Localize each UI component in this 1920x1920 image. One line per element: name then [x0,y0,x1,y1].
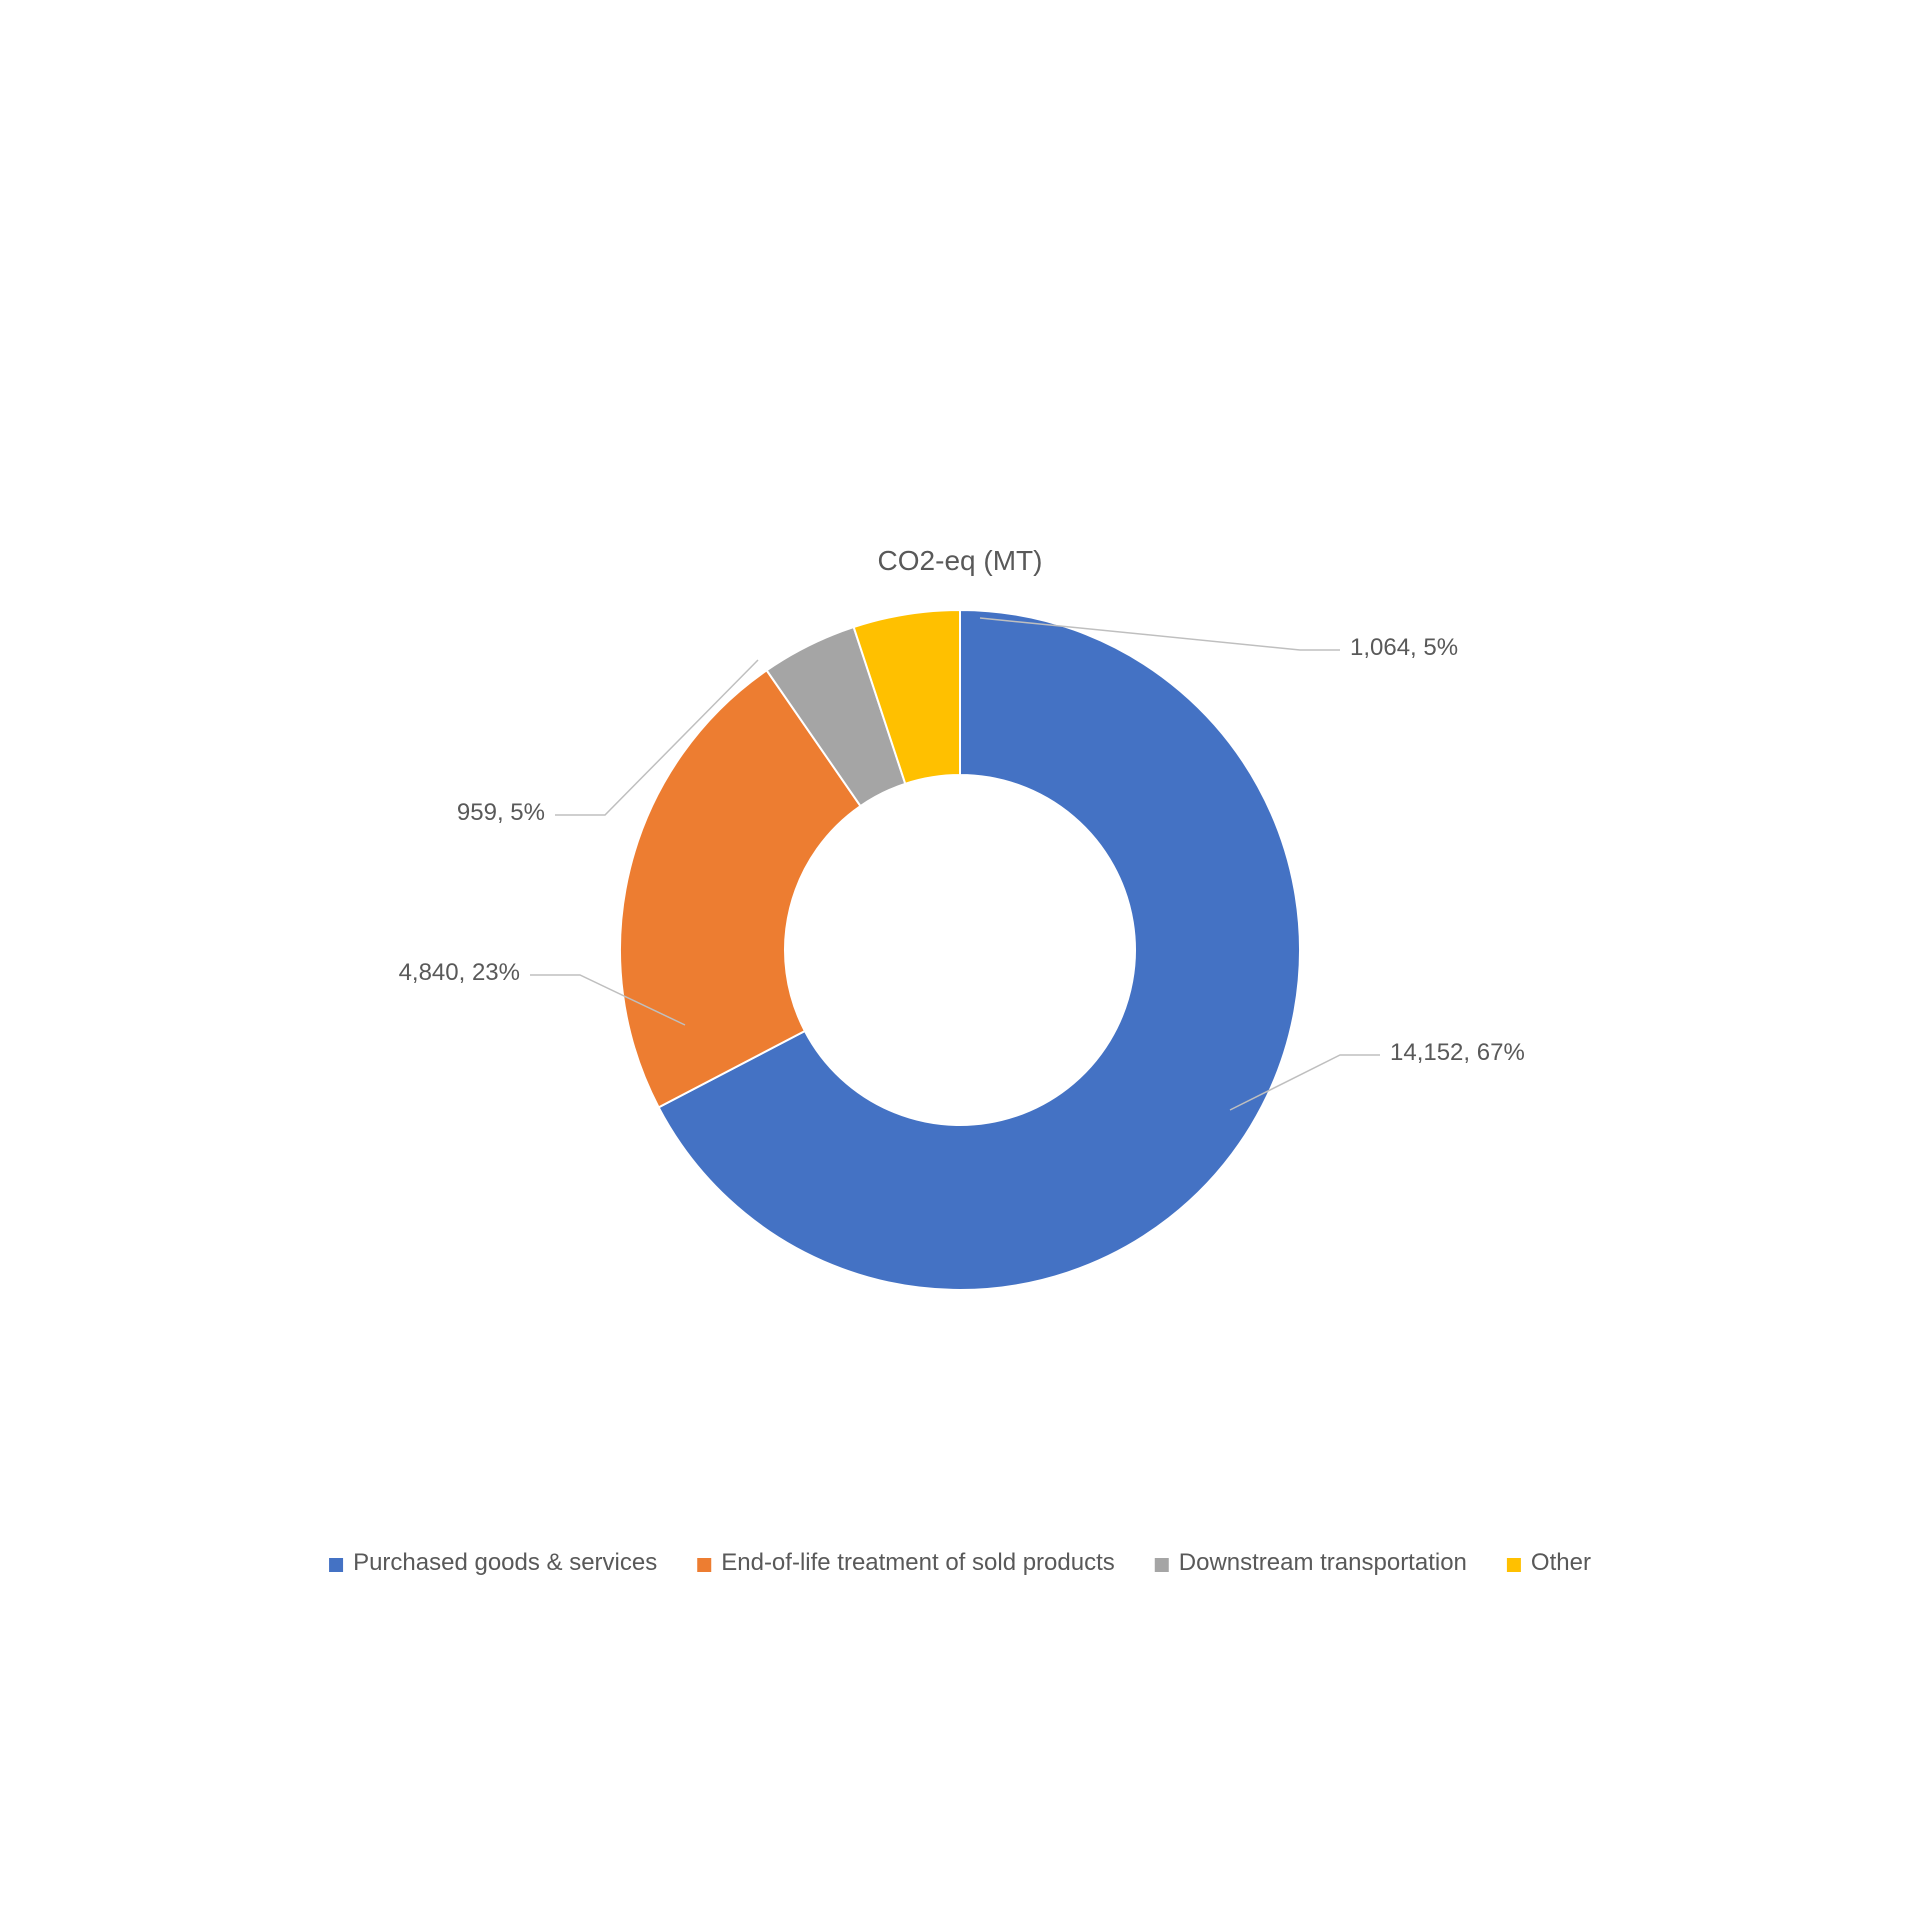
chart-wrap: CO2-eq (MT) 14,152, 67% 4,840, 23% 959, 5%… [210,210,1710,1710]
data-label: 14,152, 67% [1390,1039,1525,1066]
chart-title: CO2-eq (MT) [878,545,1043,576]
legend-label: End-of-life treatment of sold products [721,1549,1115,1576]
data-label: 1,064, 5% [1350,634,1458,661]
legend-marker [697,1558,711,1572]
legend-label: Downstream transportation [1179,1549,1467,1576]
page-container: CO2-eq (MT) 14,152, 67% 4,840, 23% 959, 5%… [0,0,1920,1920]
data-label: 4,840, 23% [399,959,520,986]
legend-marker [329,1558,343,1572]
legend-marker [1155,1558,1169,1572]
donut-slices [620,610,1300,1290]
legend-marker [1507,1558,1521,1572]
legend: Purchased goods & services End-of-life tr… [329,1549,1591,1576]
donut-chart: CO2-eq (MT) 14,152, 67% 4,840, 23% 959, 5%… [210,210,1710,1710]
legend-label: Purchased goods & services [353,1549,657,1576]
data-label: 959, 5% [457,799,545,826]
legend-label: Other [1531,1549,1591,1576]
